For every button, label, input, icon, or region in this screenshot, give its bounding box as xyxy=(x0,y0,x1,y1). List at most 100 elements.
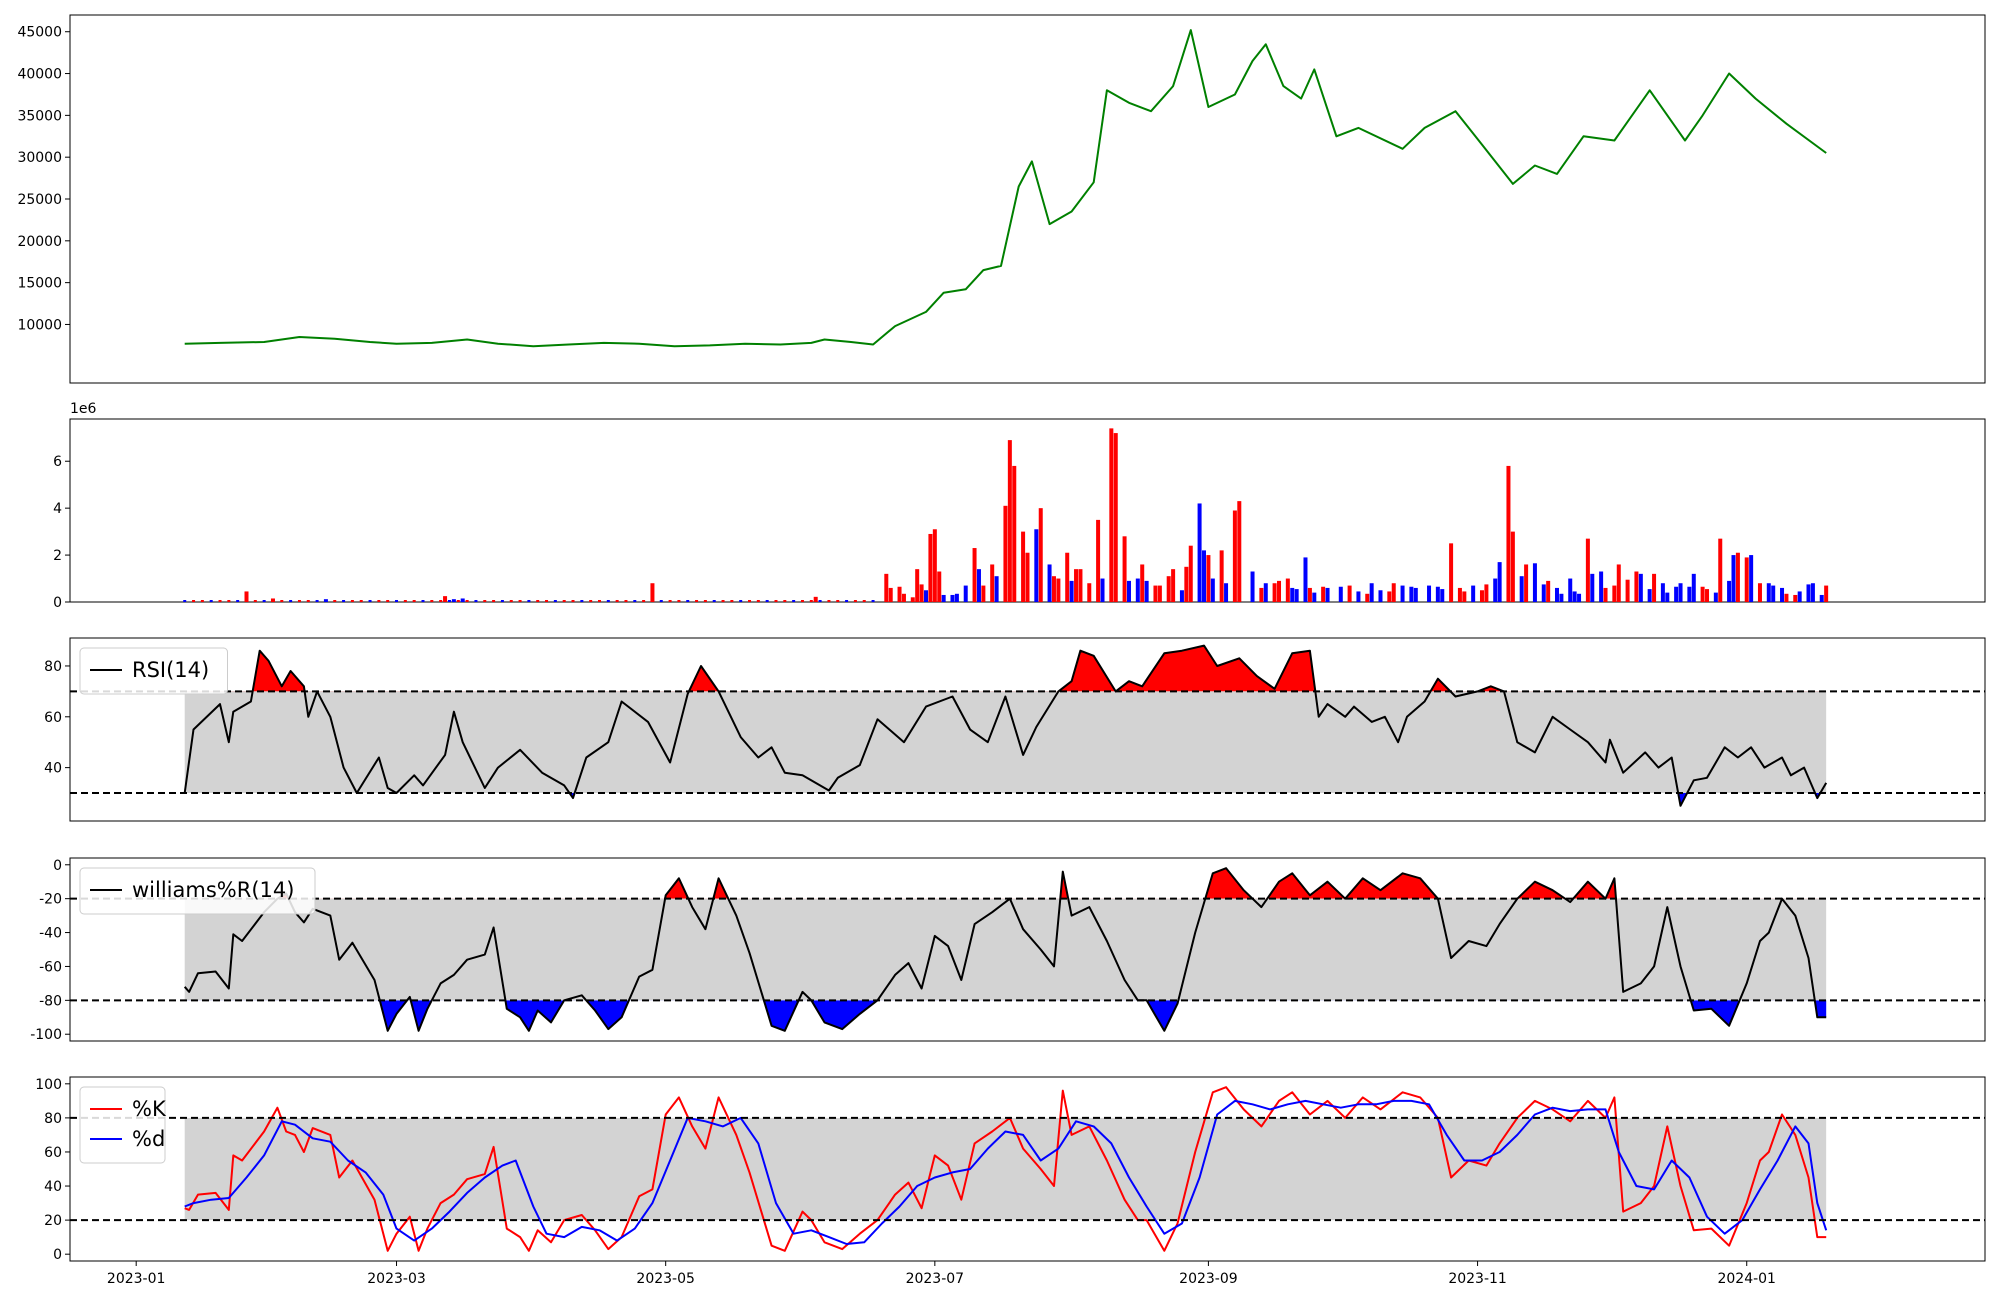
volume-bar xyxy=(1757,583,1762,602)
x-tick-label: 2023-03 xyxy=(367,1271,426,1287)
volume-bar xyxy=(1603,587,1608,602)
williams-oversold-fill xyxy=(379,1000,1827,1031)
volume-bar xyxy=(500,600,504,602)
volume-bar xyxy=(1047,564,1052,602)
volume-bar xyxy=(1744,557,1749,602)
volume-bar xyxy=(297,600,301,602)
volume-bar xyxy=(1157,585,1162,602)
volume-bar xyxy=(553,600,557,602)
volume-bar xyxy=(1524,564,1529,602)
volume-bar xyxy=(536,600,540,602)
volume-bar xyxy=(465,600,469,602)
volume-bar xyxy=(1400,585,1405,602)
volume-bar xyxy=(1479,590,1484,602)
volume-bar xyxy=(1616,564,1621,602)
volume-bar xyxy=(677,600,681,602)
volume-bar xyxy=(1135,578,1140,602)
volume-bar xyxy=(1647,589,1652,602)
volume-bar xyxy=(963,585,968,602)
price-ytick-label: 25000 xyxy=(17,192,62,208)
volume-bar xyxy=(809,600,813,602)
volume-bar xyxy=(1219,550,1224,602)
volume-bar xyxy=(1087,583,1092,602)
volume-bar xyxy=(562,600,566,602)
volume-bar xyxy=(941,594,946,602)
price-line xyxy=(184,29,1827,348)
rsi-overbought-fill xyxy=(252,645,1504,692)
volume-bar xyxy=(1700,586,1705,602)
volume-bar xyxy=(1285,578,1290,602)
volume-bar xyxy=(451,599,456,602)
volume-bar xyxy=(280,600,284,602)
volume-bar xyxy=(1003,505,1008,602)
volume-bar xyxy=(686,600,690,602)
volume-bar xyxy=(1638,573,1643,602)
volume-bar xyxy=(1056,578,1061,602)
price-ytick-label: 20000 xyxy=(17,234,62,250)
williams-overbought-fill xyxy=(277,868,1616,899)
volume-offset-label: 1e6 xyxy=(70,401,97,417)
volume-bar xyxy=(1021,531,1026,602)
volume-bar xyxy=(1122,536,1127,602)
volume-bar xyxy=(919,584,924,602)
volume-bar xyxy=(1074,569,1079,602)
volume-bar xyxy=(1665,592,1670,602)
volume-bar xyxy=(1735,552,1740,602)
volume-bar xyxy=(589,600,593,602)
volume-bar xyxy=(642,600,646,602)
williams-ytick-label: -40 xyxy=(39,926,62,942)
volume-bar xyxy=(323,599,328,602)
volume-bar xyxy=(1660,583,1665,602)
volume-bar xyxy=(910,597,915,602)
williams-line-0 xyxy=(183,867,1827,1032)
volume-bar xyxy=(862,600,866,602)
volume-bar xyxy=(1294,589,1299,602)
volume-bar xyxy=(183,600,187,602)
volume-bar xyxy=(244,591,249,602)
volume-bar xyxy=(756,600,760,602)
volume-bar xyxy=(1179,590,1184,602)
volume-bar xyxy=(853,600,857,602)
volume-bar xyxy=(981,585,986,602)
volume-bar xyxy=(1378,590,1383,602)
volume-bar xyxy=(659,600,663,602)
volume-bar xyxy=(1705,589,1710,602)
volume-bar xyxy=(192,600,196,602)
volume-bar xyxy=(1078,569,1083,602)
volume-bar xyxy=(1824,585,1829,602)
x-tick-label: 2023-01 xyxy=(107,1271,166,1287)
volume-bar xyxy=(1338,586,1343,602)
volume-bar xyxy=(1290,587,1295,602)
stochastic-ytick-label: 40 xyxy=(44,1179,62,1195)
rsi-frame xyxy=(69,637,1986,822)
volume-bar xyxy=(460,598,465,602)
volume-bar xyxy=(712,600,716,602)
volume-bar xyxy=(1727,580,1732,602)
stochastic-legend-label: %K xyxy=(132,1097,167,1121)
volume-bar xyxy=(1718,538,1723,602)
volume-bar xyxy=(1356,591,1361,602)
stochastic-legend-box xyxy=(79,1086,166,1164)
volume-bar xyxy=(695,600,699,602)
x-tick-label: 2023-05 xyxy=(636,1271,695,1287)
volume-bar xyxy=(915,569,920,602)
williams-ytick-label: 0 xyxy=(53,858,62,874)
volume-bar xyxy=(1532,563,1537,602)
volume-bar xyxy=(994,576,999,602)
x-tick-label: 2023-09 xyxy=(1179,1271,1238,1287)
volume-bar xyxy=(1325,587,1330,602)
volume-bar xyxy=(1144,580,1149,602)
volume-bar xyxy=(1188,545,1193,602)
volume-bar xyxy=(950,594,955,602)
volume-bar xyxy=(897,586,902,602)
williams-frame xyxy=(69,857,1986,1042)
volume-bar xyxy=(888,587,893,602)
volume-bar xyxy=(1806,584,1811,602)
williams-legend-label: williams%R(14) xyxy=(132,878,294,902)
stochastic-ytick-label: 20 xyxy=(44,1213,62,1229)
volume-bar xyxy=(1554,587,1559,602)
x-tick-label: 2023-07 xyxy=(906,1271,965,1287)
price-ytick-label: 30000 xyxy=(17,150,62,166)
volume-bar xyxy=(1347,585,1352,602)
rsi-panel: 40 60 80 RSI(14) xyxy=(44,637,1986,822)
